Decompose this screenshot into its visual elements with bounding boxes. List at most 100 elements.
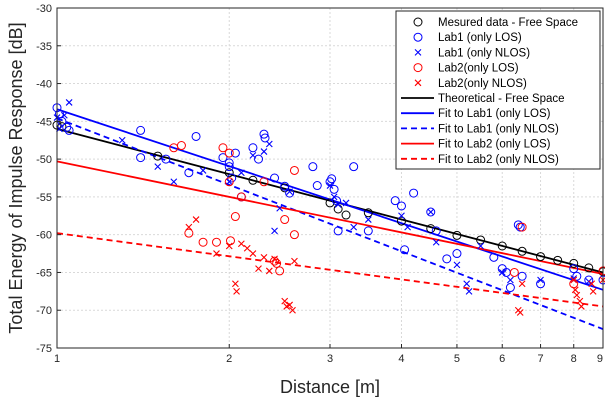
scatter-point-s1 [230, 148, 240, 158]
scatter-point-s1 [308, 162, 318, 172]
legend-marker [414, 79, 422, 87]
scatter-point-s4 [588, 280, 596, 288]
scatter-point-s3 [176, 141, 186, 151]
scatter-point-s3 [517, 222, 527, 232]
fit-line-0 [56, 128, 604, 274]
scatter-point-s0 [363, 208, 373, 218]
scatter-point-s1 [280, 181, 290, 191]
fit-line-4 [56, 232, 604, 308]
x-tick-label: 4 [398, 353, 404, 365]
scatter-point-s3 [272, 258, 282, 268]
legend-label: Mesured data - Free Space [438, 17, 578, 29]
scatter-point-s4 [281, 297, 289, 305]
fit-line-1 [56, 108, 604, 291]
fit-line-3 [56, 160, 604, 275]
scatter-point-s1 [327, 174, 337, 184]
legend-marker [413, 32, 423, 42]
scatter-point-s4 [289, 306, 296, 314]
scatter-point-s3 [211, 237, 221, 247]
scatter-point-s1 [569, 264, 579, 274]
scatter-point-s1 [270, 173, 280, 183]
scatter-point-s1 [431, 226, 441, 236]
scatter-point-s3 [236, 192, 246, 202]
scatter-point-s2 [477, 242, 485, 250]
scatter-point-s2 [427, 208, 435, 216]
scatter-point-s2 [465, 287, 473, 295]
scatter-point-s1 [136, 153, 146, 163]
y-tick-label: -60 [36, 230, 52, 242]
scatter-point-s4 [260, 253, 268, 261]
x-tick-label: 6 [499, 353, 505, 365]
scatter-point-s0 [584, 263, 594, 273]
scatter-point-s2 [498, 269, 506, 276]
legend: Mesured data - Free Space Lab1 (only LOS)… [395, 10, 601, 170]
scatter-point-s1 [248, 143, 258, 153]
scatter-point-s4 [225, 242, 233, 250]
scatter-point-s2 [342, 199, 350, 207]
scatter-point-s4 [571, 286, 579, 294]
scatter-point-s1 [64, 125, 74, 135]
scatter-point-s1 [161, 154, 171, 164]
scatter-point-s2 [237, 169, 245, 177]
scatter-point-s2 [326, 182, 334, 189]
legend-label: Lab2(only LOS) [438, 63, 519, 75]
scatter-point-s4 [233, 287, 240, 295]
scatter-point-s2 [286, 188, 294, 195]
scatter-point-s1 [218, 153, 228, 163]
scatter-point-s4 [577, 303, 585, 310]
scatter-point-s4 [249, 250, 257, 257]
scatter-point-s2 [537, 276, 544, 284]
legend-box [395, 10, 601, 170]
scatter-point-s3 [280, 215, 290, 225]
scatter-point-s1 [390, 196, 400, 206]
scatter-point-s0 [536, 252, 546, 262]
scatter-point-s1 [332, 196, 342, 206]
scatter-point-s2 [330, 193, 338, 201]
scatter-point-s0 [476, 235, 486, 245]
y-tick-label: -70 [36, 305, 52, 317]
scatter-point-s2 [265, 140, 273, 148]
fit-lines [56, 108, 604, 330]
scatter-point-s3 [224, 148, 234, 158]
scatter-point-s1 [260, 133, 270, 143]
scatter-point-s3 [275, 266, 285, 276]
x-tick-label: 8 [571, 353, 577, 365]
scatter-point-s2 [364, 216, 372, 223]
scatter-point-s4 [516, 309, 524, 316]
scatter-point-s4 [185, 223, 193, 231]
scatter-point-s0 [553, 255, 563, 265]
scatter-point-s1 [136, 125, 146, 135]
x-tick-label: 1 [54, 353, 60, 365]
scatter-point-s1 [442, 254, 452, 264]
scatter-point-s2 [225, 178, 233, 186]
scatter-point-s4 [192, 216, 200, 223]
scatter-point-s3 [289, 230, 299, 240]
scatter-point-s2 [154, 163, 162, 171]
legend-label: Lab1 (only NLOS) [438, 47, 530, 59]
scatter-point-s2 [350, 223, 358, 231]
scatter-point-s4 [243, 244, 251, 252]
scatter-point-s2 [334, 201, 342, 208]
legend-label: Lab1 (only LOS) [438, 32, 522, 44]
scatter-point-s2 [404, 223, 412, 231]
x-tick-label: 7 [537, 353, 543, 365]
axis-ticks: 1 2 3 4 5 6 7 8 9 -75 -70 -65 -60 -55 -50 -45 -40 -35 -30 [36, 3, 604, 365]
legend-marker [414, 49, 422, 56]
scatter-point-s3 [270, 256, 280, 266]
y-tick-label: -75 [36, 343, 52, 355]
scatter-point-s1 [329, 184, 339, 194]
scatter-point-s4 [271, 255, 278, 263]
y-tick-label: -45 [36, 116, 52, 128]
scatter-point-s2 [249, 151, 257, 159]
scatter-point-s1 [505, 283, 515, 293]
scatter-point-s1 [224, 162, 234, 172]
scatter-point-s3 [259, 177, 269, 187]
scatter-point-s2 [271, 227, 278, 235]
scatter-point-s3 [218, 143, 228, 153]
scatter-point-s2 [432, 238, 440, 246]
scatter-point-s1 [285, 188, 295, 198]
x-tick-label: 5 [454, 353, 460, 365]
scatter-point-s1 [409, 188, 419, 198]
scatter-point-s0 [517, 246, 527, 256]
